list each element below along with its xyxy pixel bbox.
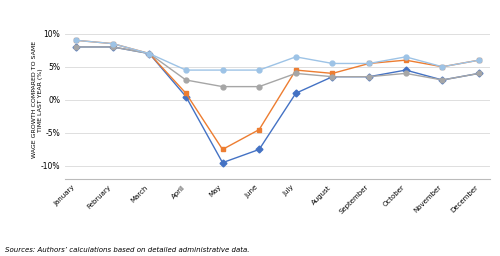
Wage growth excluding wage compensation - men xyxy=(330,75,336,78)
Wage growth with compensation - women xyxy=(146,52,152,55)
Line: Wage growth excluding wage compensation - men: Wage growth excluding wage compensation … xyxy=(74,45,482,165)
Wage growth excluding the compensation - women xyxy=(293,69,299,72)
Wage growth excluding the compensation - women xyxy=(220,148,226,151)
Wage growth excluding wage compensation - men xyxy=(110,45,116,48)
Wage growth excluding wage compensation - men xyxy=(402,69,408,72)
Line: Wage growth with compensation - women: Wage growth with compensation - women xyxy=(74,38,482,72)
Wage growth excluding the compensation - women xyxy=(476,59,482,62)
Wage growth with compensation - women xyxy=(293,55,299,58)
Wage growth with compensation - men xyxy=(330,75,336,78)
Wage growth excluding wage compensation - men xyxy=(146,52,152,55)
Wage growth excluding the compensation - women xyxy=(146,52,152,55)
Wage growth excluding the compensation - women xyxy=(73,39,79,42)
Wage growth excluding the compensation - women xyxy=(366,62,372,65)
Wage growth with compensation - men xyxy=(366,75,372,78)
Wage growth with compensation - men xyxy=(256,85,262,88)
Wage growth excluding wage compensation - men xyxy=(220,161,226,164)
Wage growth with compensation - men xyxy=(402,72,408,75)
Wage growth with compensation - women xyxy=(220,69,226,72)
Wage growth excluding the compensation - women xyxy=(440,65,446,68)
Wage growth excluding the compensation - women xyxy=(330,72,336,75)
Wage growth with compensation - men xyxy=(73,45,79,48)
Y-axis label: WAGE GROWTH COMPARED TO SAME
TIME LAST YEAR (%): WAGE GROWTH COMPARED TO SAME TIME LAST Y… xyxy=(32,41,44,158)
Wage growth with compensation - women xyxy=(366,62,372,65)
Wage growth excluding wage compensation - men xyxy=(440,79,446,82)
Text: Sources: Authors’ calculations based on detailed administrative data.: Sources: Authors’ calculations based on … xyxy=(5,248,250,253)
Wage growth excluding the compensation - women xyxy=(110,42,116,45)
Wage growth with compensation - men xyxy=(220,85,226,88)
Wage growth with compensation - women xyxy=(73,39,79,42)
Wage growth excluding wage compensation - men xyxy=(256,148,262,151)
Wage growth excluding wage compensation - men xyxy=(73,45,79,48)
Wage growth excluding wage compensation - men xyxy=(293,92,299,95)
Line: Wage growth with compensation - men: Wage growth with compensation - men xyxy=(74,45,482,89)
Wage growth with compensation - women xyxy=(476,59,482,62)
Wage growth excluding the compensation - women xyxy=(256,128,262,131)
Wage growth excluding wage compensation - men xyxy=(366,75,372,78)
Wage growth with compensation - men xyxy=(293,72,299,75)
Wage growth with compensation - women xyxy=(183,69,189,72)
Wage growth with compensation - women xyxy=(402,55,408,58)
Wage growth with compensation - women xyxy=(330,62,336,65)
Wage growth with compensation - men xyxy=(146,52,152,55)
Wage growth with compensation - men xyxy=(183,79,189,82)
Wage growth excluding wage compensation - men xyxy=(183,95,189,98)
Wage growth excluding the compensation - women xyxy=(183,92,189,95)
Line: Wage growth excluding the compensation - women: Wage growth excluding the compensation -… xyxy=(74,38,482,152)
Wage growth with compensation - men xyxy=(110,45,116,48)
Wage growth with compensation - men xyxy=(440,79,446,82)
Wage growth with compensation - women xyxy=(110,42,116,45)
Wage growth with compensation - men xyxy=(476,72,482,75)
Wage growth excluding wage compensation - men xyxy=(476,72,482,75)
Wage growth excluding the compensation - women xyxy=(402,59,408,62)
Wage growth with compensation - women xyxy=(440,65,446,68)
Wage growth with compensation - women xyxy=(256,69,262,72)
